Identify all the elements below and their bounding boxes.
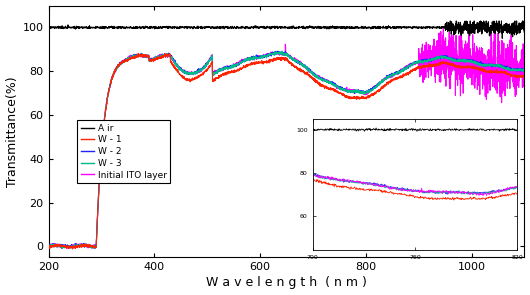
Legend: A ir, W - 1, W - 2, W - 3, Initial ITO layer: A ir, W - 1, W - 2, W - 3, Initial ITO l… [77,120,170,183]
X-axis label: W a v e l e n g t h  ( n m ): W a v e l e n g t h ( n m ) [206,276,367,289]
Y-axis label: Transmittance(%): Transmittance(%) [5,76,19,187]
